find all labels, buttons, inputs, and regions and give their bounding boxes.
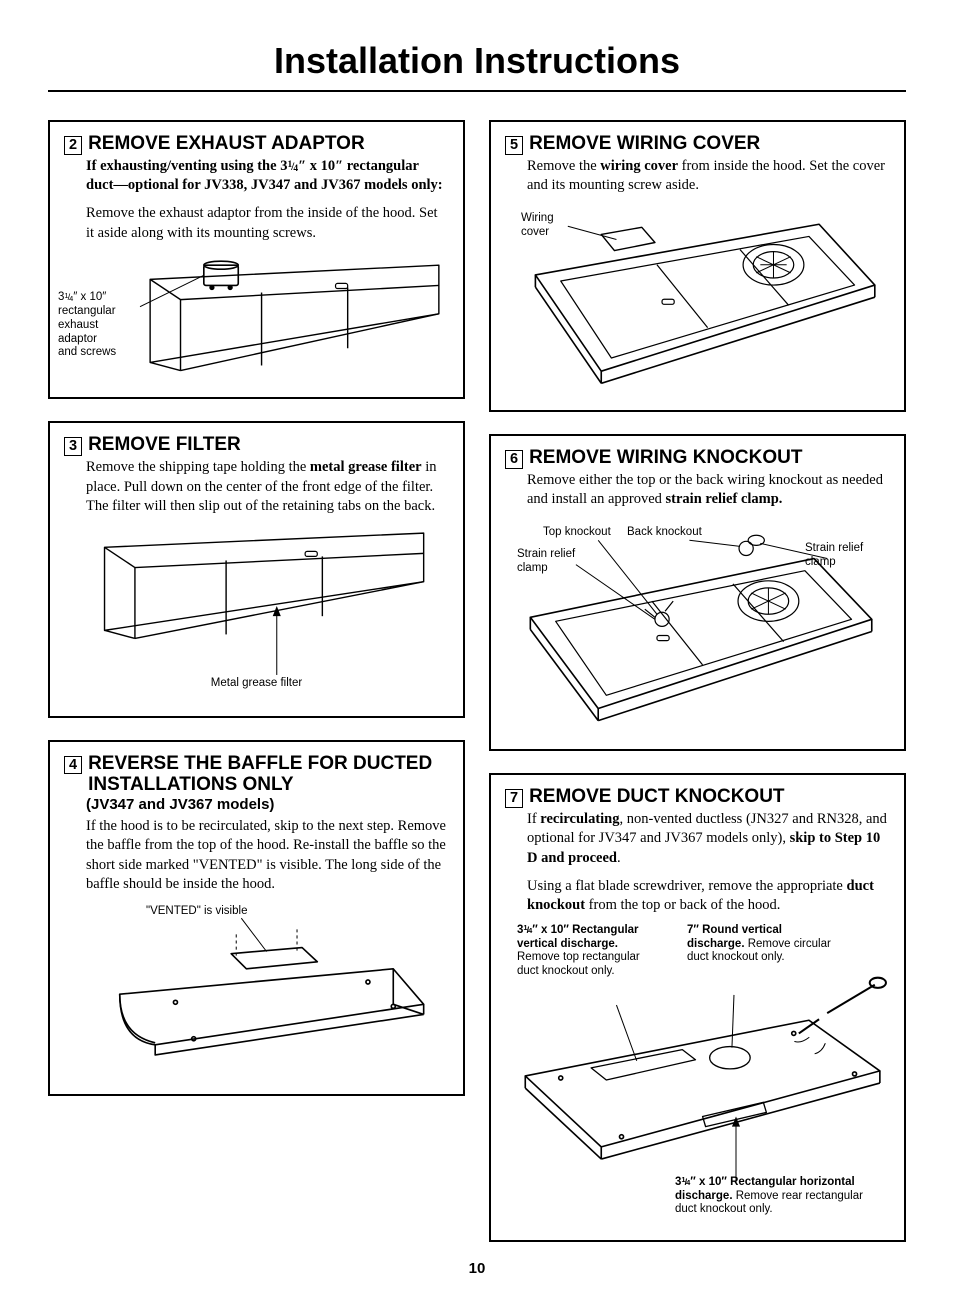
step-5-diagram-wrap: Wiring cover (505, 204, 890, 394)
s7-c3: 31/4″ x 10″ Rectangular horizontal disch… (675, 1176, 875, 1217)
step-2-p1: If exhausting/venting using the 31/4″ x … (64, 157, 449, 196)
left-column: 2 REMOVE EXHAUST ADAPTOR If exhausting/v… (48, 120, 465, 1242)
c2-d: 4 (69, 294, 73, 303)
step-2-callout: 31/4″ x 10″ rectangular exhaust adaptor … (58, 291, 138, 360)
step-4-p1: If the hood is to be recirculated, skip … (64, 817, 449, 895)
step-4-number: 4 (64, 756, 82, 775)
columns: 2 REMOVE EXHAUST ADAPTOR If exhausting/v… (48, 120, 906, 1242)
s6-c-sr1: Strain relief clamp (517, 548, 575, 576)
s7-p1e: . (617, 850, 621, 866)
step-3-callout: Metal grease filter (64, 677, 449, 691)
s7-c1: 31/4″ x 10″ Rectangular vertical dischar… (517, 924, 657, 979)
step-4-box: 4 REVERSE THE BAFFLE FOR DUCTED INSTALLA… (48, 740, 465, 1096)
s3-p1b: metal grease filter (310, 459, 422, 475)
s7-p1b: recirculating (540, 811, 619, 827)
s5-c1: Wiring (521, 212, 554, 224)
s6-c-back: Back knockout (627, 526, 702, 540)
s5-c2: cover (521, 226, 549, 238)
c2-in: ″ x 10″ (73, 291, 106, 303)
right-column: 5 REMOVE WIRING COVER Remove the wiring … (489, 120, 906, 1242)
step-7-diagram-wrap: 31/4″ x 10″ Rectangular vertical dischar… (505, 924, 890, 1224)
step-7-p1: If recirculating, non-vented ductless (J… (505, 810, 890, 869)
step-2-p2: Remove the exhaust adaptor from the insi… (64, 204, 449, 243)
page-number: 10 (48, 1260, 906, 1277)
step-5-number: 5 (505, 136, 523, 155)
s6-p1b: strain relief clamp. (666, 491, 783, 507)
step-5-box: 5 REMOVE WIRING COVER Remove the wiring … (489, 120, 906, 412)
step-5-p1: Remove the wiring cover from inside the … (505, 157, 890, 196)
s6-c-top: Top knockout (543, 526, 611, 540)
c2-n: 1 (64, 291, 68, 300)
step-3-box: 3 REMOVE FILTER Remove the shipping tape… (48, 421, 465, 718)
s7-p1a: If (527, 811, 540, 827)
s7c3c: 4 (686, 1178, 690, 1187)
step-4-callout: "VENTED" is visible (146, 905, 247, 919)
c2-l4: adaptor (58, 333, 97, 345)
c2-l2: rectangular (58, 305, 116, 317)
s6-sr2b: clamp (805, 556, 836, 568)
frac-den: 4 (293, 164, 298, 174)
step-4-diagram (64, 903, 449, 1080)
s7c1c: 4 (528, 926, 532, 935)
s7c1b: 1 (523, 923, 527, 932)
s5-p1a: Remove the (527, 158, 600, 174)
step-3-title: REMOVE FILTER (88, 435, 241, 456)
s7-p2c: from the top or back of the hood. (585, 897, 780, 913)
step-6-number: 6 (505, 450, 523, 469)
s6-sr2a: Strain relief (805, 542, 863, 554)
s6-sr1b: clamp (517, 562, 548, 574)
step-7-number: 7 (505, 789, 523, 808)
step-4-title: REVERSE THE BAFFLE FOR DUCTED INSTALLATI… (88, 754, 449, 796)
step-5-title: REMOVE WIRING COVER (529, 134, 760, 155)
s7c1d: ″ x 10″ Rectangular vertical discharge. (517, 924, 639, 950)
step-2-number: 2 (64, 136, 82, 155)
s6-c-sr2: Strain relief clamp (805, 542, 863, 570)
step-4-subhead: (JV347 and JV367 models) (64, 796, 449, 813)
step-2-p1-pre: If exhausting/venting using the (86, 158, 280, 174)
s5-p1b: wiring cover (600, 158, 678, 174)
s7-p2a: Using a flat blade screwdriver, remove t… (527, 878, 847, 894)
step-4-diagram-wrap: "VENTED" is visible (64, 903, 449, 1078)
s6-sr1a: Strain relief (517, 548, 575, 560)
step-3-p1: Remove the shipping tape holding the met… (64, 458, 449, 517)
step-7-title: REMOVE DUCT KNOCKOUT (529, 787, 784, 808)
step-2-title: REMOVE EXHAUST ADAPTOR (88, 134, 365, 155)
step-6-title: REMOVE WIRING KNOCKOUT (529, 448, 802, 469)
step-3-diagram (64, 525, 449, 702)
frac-num: 1 (287, 160, 292, 170)
s3-p1a: Remove the shipping tape holding the (86, 459, 310, 475)
step-2-box: 2 REMOVE EXHAUST ADAPTOR If exhausting/v… (48, 120, 465, 399)
step-5-diagram (505, 204, 890, 397)
step-3-diagram-wrap: Metal grease filter (64, 525, 449, 700)
step-3-number: 3 (64, 437, 82, 456)
step-6-p1: Remove either the top or the back wiring… (505, 471, 890, 510)
s7c3b: 1 (681, 1175, 685, 1184)
s7-c2: 7″ Round vertical discharge. Remove circ… (687, 924, 837, 965)
step-7-box: 7 REMOVE DUCT KNOCKOUT If recirculating,… (489, 773, 906, 1242)
step-7-p2: Using a flat blade screwdriver, remove t… (505, 877, 890, 916)
page-title: Installation Instructions (48, 40, 906, 92)
c2-l5: and screws (58, 346, 116, 358)
step-6-box: 6 REMOVE WIRING KNOCKOUT Remove either t… (489, 434, 906, 751)
c2-l3: exhaust (58, 319, 98, 331)
s7c1e: Remove top rectangular duct knockout onl… (517, 951, 640, 977)
step-5-callout: Wiring cover (521, 212, 554, 240)
step-6-diagram-wrap: Top knockout Back knockout Strain relief… (505, 518, 890, 733)
step-2-diagram-wrap: 31/4″ x 10″ rectangular exhaust adaptor … (64, 251, 449, 381)
